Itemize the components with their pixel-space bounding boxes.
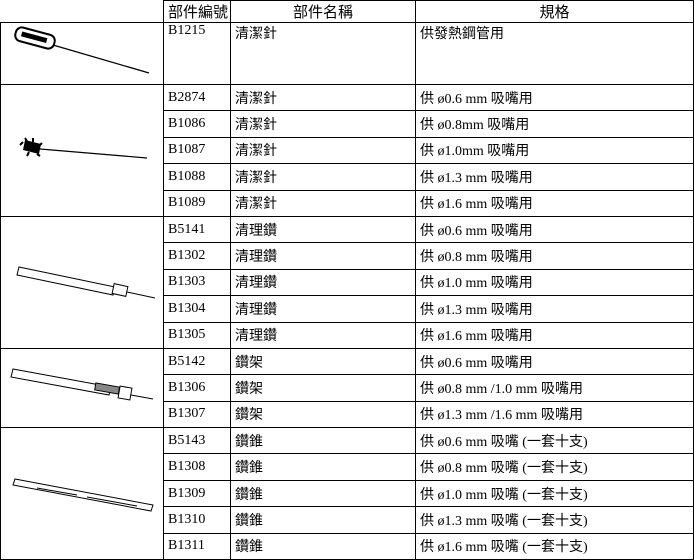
cell: B1303: [163, 268, 231, 297]
cell: 供 ø1.6 mm 吸嘴用: [415, 321, 694, 349]
header-cell: 部件名稱: [230, 0, 416, 23]
cell: 清潔針: [230, 189, 416, 217]
table-row: B1307 鑽架供 ø1.3 mm /1.6 mm 吸嘴用: [1, 400, 694, 429]
cell: 鑽錐: [230, 479, 416, 508]
cell: 供 ø1.3 mm 吸嘴用: [415, 163, 694, 191]
cell: 供 ø0.6 mm 吸嘴 (一套十支): [415, 427, 694, 455]
tool-image: [0, 427, 164, 560]
cell: B1311: [163, 532, 231, 560]
table-row: B1302 清理鑽供 ø0.8 mm 吸嘴用: [1, 242, 694, 270]
cell: B1308: [163, 453, 231, 481]
cell: 清潔針: [230, 110, 416, 138]
cell: 鑽錐: [230, 427, 416, 455]
header-row: 部件編號 部件名稱 規格: [1, 0, 694, 23]
header-cell: 規格: [415, 0, 694, 23]
table-row: B1304 清理鑽供 ø1.3 mm 吸嘴用: [1, 295, 694, 323]
cell: 供 ø0.8 mm /1.0 mm 吸嘴用: [415, 374, 694, 402]
cell: 供 ø1.6 mm 吸嘴 (一套十支): [415, 532, 694, 560]
cell: B1306: [163, 374, 231, 402]
header-cell: 部件編號: [163, 0, 231, 23]
cell: B1309: [163, 479, 231, 508]
cell: B1307: [163, 400, 231, 429]
cell: B1310: [163, 506, 231, 534]
cell: 供 ø1.0 mm 吸嘴 (一套十支): [415, 479, 694, 508]
table-row: B1088 清潔針供 ø1.3 mm 吸嘴用: [1, 163, 694, 191]
cell: B5141: [163, 215, 231, 244]
table-row: B5142 鑽架供 ø0.6 mm 吸嘴用: [0, 347, 694, 429]
cell: 供 ø0.8 mm 吸嘴用: [415, 242, 694, 270]
table-row: B1303 清理鑽供 ø1.0 mm 吸嘴用: [1, 268, 694, 297]
cell: 清潔針: [230, 163, 416, 191]
table-row: B1306 鑽架供 ø0.8 mm /1.0 mm 吸嘴用: [1, 374, 694, 402]
cell: 清理鑽: [230, 215, 416, 244]
cell: 清潔針: [230, 22, 416, 85]
tool-image: [0, 22, 164, 85]
cell: B1088: [163, 163, 231, 191]
cell: 供 ø1.3 mm 吸嘴 (一套十支): [415, 506, 694, 534]
cell: B1087: [163, 136, 231, 165]
cell: 供 ø1.0 mm 吸嘴用: [415, 268, 694, 297]
cell: 鑽架: [230, 347, 416, 376]
cell: 清潔針: [230, 83, 416, 112]
tool-image: [0, 215, 164, 349]
cell: B1304: [163, 295, 231, 323]
cell: 供 ø0.6 mm 吸嘴用: [415, 215, 694, 244]
table-row: B1087 清潔針供 ø1.0mm 吸嘴用: [1, 136, 694, 165]
cell: 供 ø0.8 mm 吸嘴 (一套十支): [415, 453, 694, 481]
cell: B1086: [163, 110, 231, 138]
table-row: B5141 清理鑽供 ø0.6 mm 吸嘴用: [0, 215, 694, 349]
tool-image: [0, 347, 164, 429]
cell: 清理鑽: [230, 321, 416, 349]
cell: 鑽錐: [230, 506, 416, 534]
table-row: B1215 清潔針 供發熱鋼管用: [0, 22, 694, 85]
cell: 供發熱鋼管用: [415, 22, 694, 85]
table-row: B1308 鑽錐供 ø0.8 mm 吸嘴 (一套十支): [1, 453, 694, 481]
cell: 清理鑽: [230, 242, 416, 270]
cell: B5142: [163, 347, 231, 376]
cell: 清理鑽: [230, 295, 416, 323]
cell: 供 ø0.6 mm 吸嘴用: [415, 347, 694, 376]
cell: 供 ø1.3 mm /1.6 mm 吸嘴用: [415, 400, 694, 429]
cell: B5143: [163, 427, 231, 455]
cell: 鑽架: [230, 400, 416, 429]
tool-image: [0, 84, 164, 217]
blank: [1, 1, 164, 23]
cell: 鑽錐: [230, 453, 416, 481]
cell: 鑽架: [230, 374, 416, 402]
cell: B1305: [163, 321, 231, 349]
cell: 供 ø1.0mm 吸嘴用: [415, 136, 694, 165]
cell: B1089: [163, 189, 231, 217]
cell: 鑽錐: [230, 532, 416, 560]
table-row: B2874 清潔針供 ø0.6 mm 吸嘴用: [0, 83, 694, 217]
cell: 供 ø1.3 mm 吸嘴用: [415, 295, 694, 323]
cell: B1215: [163, 22, 231, 85]
table-row: B1309 鑽錐供 ø1.0 mm 吸嘴 (一套十支): [1, 479, 694, 508]
cell: 清理鑽: [230, 268, 416, 297]
cell: B2874: [163, 83, 231, 112]
cell: 清潔針: [230, 136, 416, 165]
cell: 供 ø1.6 mm 吸嘴用: [415, 189, 694, 217]
cell: 供 ø0.6 mm 吸嘴用: [415, 83, 694, 112]
table-row: B5143 鑽錐供 ø0.6 mm 吸嘴 (一套十支): [0, 427, 694, 560]
cell: B1302: [163, 242, 231, 270]
cell: 供 ø0.8mm 吸嘴用: [415, 110, 694, 138]
